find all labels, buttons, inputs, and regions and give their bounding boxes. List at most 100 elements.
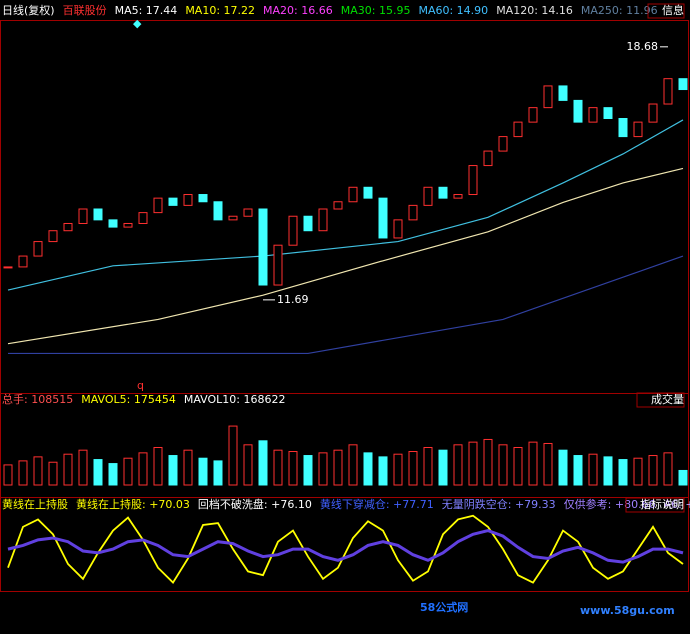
candle — [498, 136, 508, 152]
panel-button[interactable]: 成交量 — [651, 392, 684, 406]
volume-bar — [528, 441, 538, 486]
watermark-url: www.58gu.com — [580, 604, 675, 617]
volume-bar — [438, 449, 448, 486]
candle — [513, 121, 523, 138]
button-frame[interactable] — [625, 497, 685, 513]
volume-bar — [678, 469, 688, 486]
volume-bar — [258, 440, 268, 486]
volume-bar — [318, 452, 328, 486]
volume-bar — [333, 449, 343, 486]
candle — [363, 186, 373, 199]
candle — [213, 201, 223, 221]
annotation: 11.69 — [277, 293, 309, 306]
candle — [198, 194, 208, 203]
candle — [678, 78, 688, 91]
legend-item: 黄线下穿减仓: +77.71 — [320, 497, 434, 511]
candle — [333, 201, 343, 210]
volume-bar — [168, 455, 178, 486]
candle — [423, 186, 433, 206]
volume-bar — [183, 449, 193, 486]
volume-bar — [363, 452, 373, 486]
panel-button[interactable]: 信息 — [662, 3, 684, 17]
button-frame[interactable] — [636, 392, 685, 408]
legend-item: MA5: 17.44 — [115, 4, 178, 17]
candle — [378, 197, 388, 239]
candle — [558, 85, 568, 101]
candle — [633, 121, 643, 138]
legend-item: MAVOL5: 175454 — [81, 393, 176, 406]
volume-bar — [288, 451, 298, 486]
volume-bar — [618, 459, 628, 486]
volume-bar — [498, 444, 508, 486]
legend-item: A6: +81.63 — [664, 498, 690, 511]
legend-item: MA120: 14.16 — [496, 4, 573, 17]
legend-item: 黄线在上持股 — [2, 497, 68, 511]
candle — [258, 208, 268, 286]
volume-bar — [48, 461, 58, 486]
volume-bar — [468, 441, 478, 486]
candle — [3, 266, 13, 269]
volume-bar — [273, 449, 283, 486]
legend-item: 黄线在上持股: +70.03 — [76, 497, 190, 511]
candle — [93, 208, 103, 221]
candle — [288, 215, 298, 246]
volume-bar — [423, 447, 433, 486]
legend-item: 仅供参考: +80.66 — [564, 497, 656, 511]
ma-line — [7, 119, 684, 291]
volume-bar — [603, 456, 613, 486]
indicator-frame — [0, 497, 689, 592]
legend-item: 回档不破洗盘: +76.10 — [198, 497, 312, 511]
volume-bar — [558, 449, 568, 486]
legend-item: 无量阴跌空仓: +79.33 — [442, 497, 556, 511]
candle — [618, 118, 628, 138]
volume-bar — [408, 451, 418, 486]
volume-bar — [633, 457, 643, 486]
candle — [318, 208, 328, 232]
candle — [483, 150, 493, 167]
candle — [663, 78, 673, 105]
legend-item: 百联股份 — [63, 4, 107, 17]
candle — [303, 215, 313, 232]
volume-bar — [93, 459, 103, 486]
volume-bar — [348, 444, 358, 486]
candle — [153, 197, 163, 214]
candle — [438, 186, 448, 199]
watermark-brand: 58公式网 — [420, 600, 468, 614]
legend-item: 日线(复权) — [2, 3, 55, 17]
candle — [273, 244, 283, 286]
volume-bar — [228, 425, 238, 486]
candle — [588, 107, 598, 123]
candle — [138, 212, 148, 224]
candle — [78, 208, 88, 224]
legend-item: 总手: 108515 — [2, 392, 73, 406]
candle — [543, 85, 553, 109]
ma-line — [8, 255, 684, 355]
candle — [18, 255, 28, 268]
panel-button[interactable]: 指标说明 — [640, 497, 684, 511]
volume-bar — [648, 455, 658, 486]
volume-bar — [63, 453, 73, 486]
legend-item: MA60: 14.90 — [418, 4, 488, 17]
volume-bar — [543, 442, 553, 486]
button-frame[interactable] — [647, 3, 685, 19]
candle — [528, 107, 538, 123]
candle — [243, 208, 253, 217]
volume-bar — [663, 452, 673, 486]
volume-bar — [513, 447, 523, 486]
indicator-line — [7, 514, 684, 585]
volume-bar — [393, 453, 403, 486]
candle — [603, 107, 613, 119]
marker: ◆ — [133, 17, 142, 30]
legend-item: MA10: 17.22 — [185, 4, 255, 17]
volume-bar — [33, 456, 43, 486]
candle — [228, 215, 238, 221]
volume-bar — [123, 457, 133, 486]
candle — [33, 241, 43, 257]
volume-bar — [198, 457, 208, 486]
volume-bar — [108, 463, 118, 486]
candle — [453, 194, 463, 199]
candle — [183, 194, 193, 206]
ma-line — [7, 167, 684, 345]
volume-bar — [453, 444, 463, 486]
volume-bar — [18, 460, 28, 486]
